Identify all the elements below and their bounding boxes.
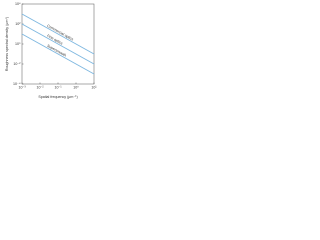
x-tick-label: 10⁻² (36, 85, 44, 89)
y-tick-label: 10⁴ (15, 2, 21, 6)
series-line (21, 33, 95, 75)
series-label: Supersmooth (46, 44, 67, 58)
chart: Spatial frequency (μm⁻¹) Roughness spect… (5, 2, 97, 99)
series-line (21, 23, 95, 65)
y-tick-label: 10⁻² (13, 62, 21, 66)
x-tick-label: 10⁻¹ (54, 85, 62, 89)
y-tick-label: 10² (15, 22, 21, 26)
x-tick-label: 10⁰ (73, 85, 79, 89)
y-axis-title: Roughness spectral density (μm⁴) (5, 17, 9, 71)
x-axis-title: Spatial frequency (μm⁻¹) (38, 95, 77, 99)
x-tick-label: 10⁻³ (18, 85, 26, 89)
y-tick-label: 10⁰ (15, 42, 21, 46)
x-tick-label: 10¹ (91, 85, 97, 89)
series-line (21, 13, 95, 55)
y-tick-label: 10⁻⁴ (13, 82, 21, 86)
